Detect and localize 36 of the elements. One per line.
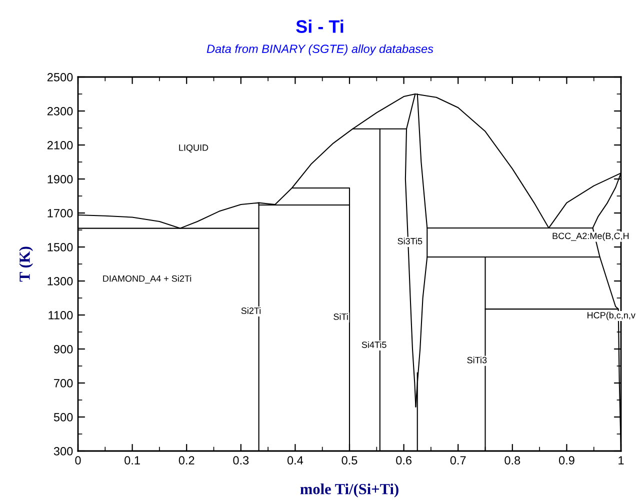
annotation: Si4Ti5 (362, 341, 386, 348)
y-tick-label: 900 (54, 345, 73, 354)
chart-title: Si - Ti (296, 20, 344, 33)
x-tick-label: 0.5 (342, 456, 358, 465)
y-tick-label: 2100 (47, 141, 73, 150)
y-tick-label: 300 (54, 447, 73, 456)
x-tick-label: 0.3 (233, 456, 249, 465)
x-tick-label: 0.2 (178, 456, 194, 465)
y-tick-label: 2300 (47, 107, 73, 116)
x-tick-label: 0 (75, 456, 81, 465)
x-axis-title: mole Ti/(Si+Ti) (300, 484, 398, 498)
y-tick-label: 1100 (48, 311, 73, 320)
x-tick-label: 0.1 (124, 456, 140, 465)
x-tick-label: 0.4 (287, 456, 304, 465)
y-tick-label: 1300 (48, 277, 73, 286)
y-tick-label: 1500 (48, 243, 73, 252)
y-tick-label: 700 (54, 379, 73, 388)
annotation: SiTi (334, 313, 348, 320)
chart-subtitle: Data from BINARY (SGTE) alloy databases (206, 44, 434, 56)
annotation: BCC_A2:Me(B,C,H (552, 232, 629, 241)
x-tick-label: 1 (618, 456, 624, 464)
x-tick-label: 0.8 (504, 456, 520, 465)
annotation: LIQUID (179, 144, 208, 152)
annotation: DIAMOND_A4 + Si2Ti (103, 275, 192, 284)
y-tick-label: 1900 (48, 175, 73, 184)
y-axis-title: T (K) (19, 246, 33, 282)
annotation: HCP(b,c,n,v (588, 312, 636, 320)
annotation: Si2Ti (241, 307, 261, 314)
x-tick-label: 0.7 (450, 456, 466, 465)
x-tick-label: 0.9 (558, 456, 574, 465)
y-tick-label: 2500 (47, 73, 73, 82)
annotation: Si3Ti5 (398, 238, 422, 244)
annotation: SiTi3 (467, 356, 487, 364)
y-tick-label: 1700 (48, 209, 73, 218)
y-tick-label: 500 (54, 413, 73, 422)
x-tick-label: 0.6 (396, 456, 412, 465)
